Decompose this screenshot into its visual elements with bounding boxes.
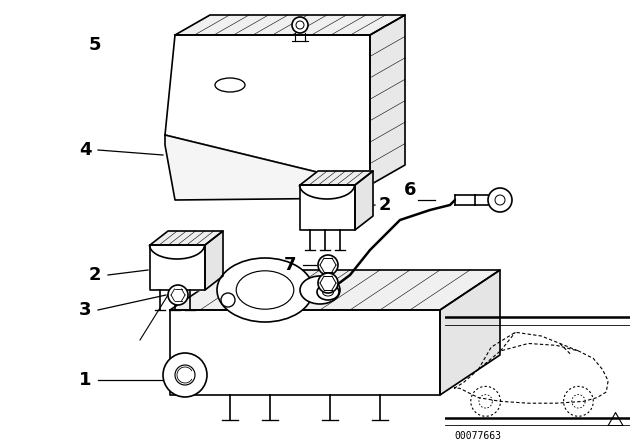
Polygon shape bbox=[150, 245, 205, 290]
Text: 00077663: 00077663 bbox=[454, 431, 501, 441]
Polygon shape bbox=[355, 171, 373, 230]
Polygon shape bbox=[175, 15, 405, 35]
Ellipse shape bbox=[236, 271, 294, 309]
Circle shape bbox=[292, 17, 308, 33]
Circle shape bbox=[163, 353, 207, 397]
Text: 3: 3 bbox=[79, 301, 92, 319]
Ellipse shape bbox=[300, 276, 340, 304]
Polygon shape bbox=[300, 185, 355, 230]
Ellipse shape bbox=[217, 258, 313, 322]
Ellipse shape bbox=[317, 284, 339, 300]
Text: 6: 6 bbox=[404, 181, 416, 199]
Circle shape bbox=[175, 365, 195, 385]
Circle shape bbox=[318, 273, 338, 293]
Polygon shape bbox=[440, 270, 500, 395]
Text: 2: 2 bbox=[89, 266, 101, 284]
Polygon shape bbox=[170, 310, 440, 395]
Circle shape bbox=[318, 255, 338, 275]
Polygon shape bbox=[165, 35, 370, 185]
Polygon shape bbox=[150, 231, 223, 245]
Circle shape bbox=[168, 285, 188, 305]
Circle shape bbox=[221, 293, 235, 307]
Circle shape bbox=[296, 21, 304, 29]
Ellipse shape bbox=[215, 78, 245, 92]
Polygon shape bbox=[370, 15, 405, 185]
Polygon shape bbox=[170, 270, 500, 310]
Text: 5: 5 bbox=[89, 36, 101, 54]
Circle shape bbox=[495, 195, 505, 205]
Text: 2: 2 bbox=[379, 196, 391, 214]
Ellipse shape bbox=[323, 288, 333, 296]
Text: 1: 1 bbox=[79, 371, 92, 389]
Text: 7: 7 bbox=[284, 256, 296, 274]
Text: 4: 4 bbox=[79, 141, 92, 159]
Polygon shape bbox=[300, 171, 373, 185]
Circle shape bbox=[488, 188, 512, 212]
Polygon shape bbox=[165, 135, 370, 200]
Polygon shape bbox=[205, 231, 223, 290]
